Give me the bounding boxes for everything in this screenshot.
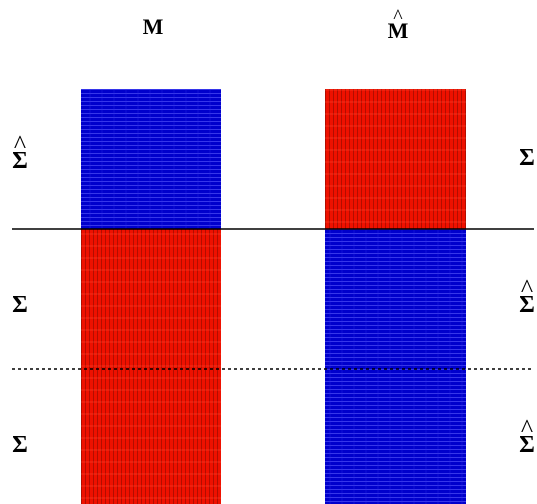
left-label-top-wrap: ^ Σ [12, 132, 28, 174]
column-title-m-text: M [142, 14, 164, 39]
mhat-top-block [325, 89, 466, 229]
left-label-middle: Σ [12, 293, 28, 317]
right-label-middle: ^ Σ [519, 276, 535, 318]
right-label-bottom-symbol: Σ [519, 432, 535, 458]
column-title-m-hat: ^ M [387, 7, 409, 43]
right-label-middle-symbol: Σ [519, 292, 535, 318]
left-label-middle-symbol: Σ [12, 292, 28, 318]
right-label-top: Σ [519, 146, 535, 170]
mhat-middle-block [325, 229, 466, 369]
column-title-m-hat-text: M [387, 18, 409, 43]
m-middle-block [81, 229, 221, 369]
mhat-bottom-block [325, 369, 466, 504]
m-top-block [81, 89, 221, 229]
left-label-top: ^ Σ [12, 132, 28, 174]
hat-mark: ^ [520, 414, 534, 443]
left-label-top-symbol: Σ [12, 148, 28, 174]
column-title-m: M [143, 16, 164, 38]
hat-mark: ^ [520, 274, 534, 303]
right-label-top-symbol: Σ [519, 145, 535, 171]
right-label-bottom: ^ Σ [519, 416, 535, 458]
m-bottom-block [81, 369, 221, 504]
hat-mark: ^ [13, 130, 27, 159]
hat-mark: ^ [393, 6, 403, 28]
right-label-bottom-wrap: ^ Σ [519, 416, 535, 458]
left-label-bottom-symbol: Σ [12, 432, 28, 458]
left-label-bottom: Σ [12, 433, 28, 457]
column-title-m-hat-wrap: ^ M [387, 7, 409, 43]
right-label-middle-wrap: ^ Σ [519, 276, 535, 318]
